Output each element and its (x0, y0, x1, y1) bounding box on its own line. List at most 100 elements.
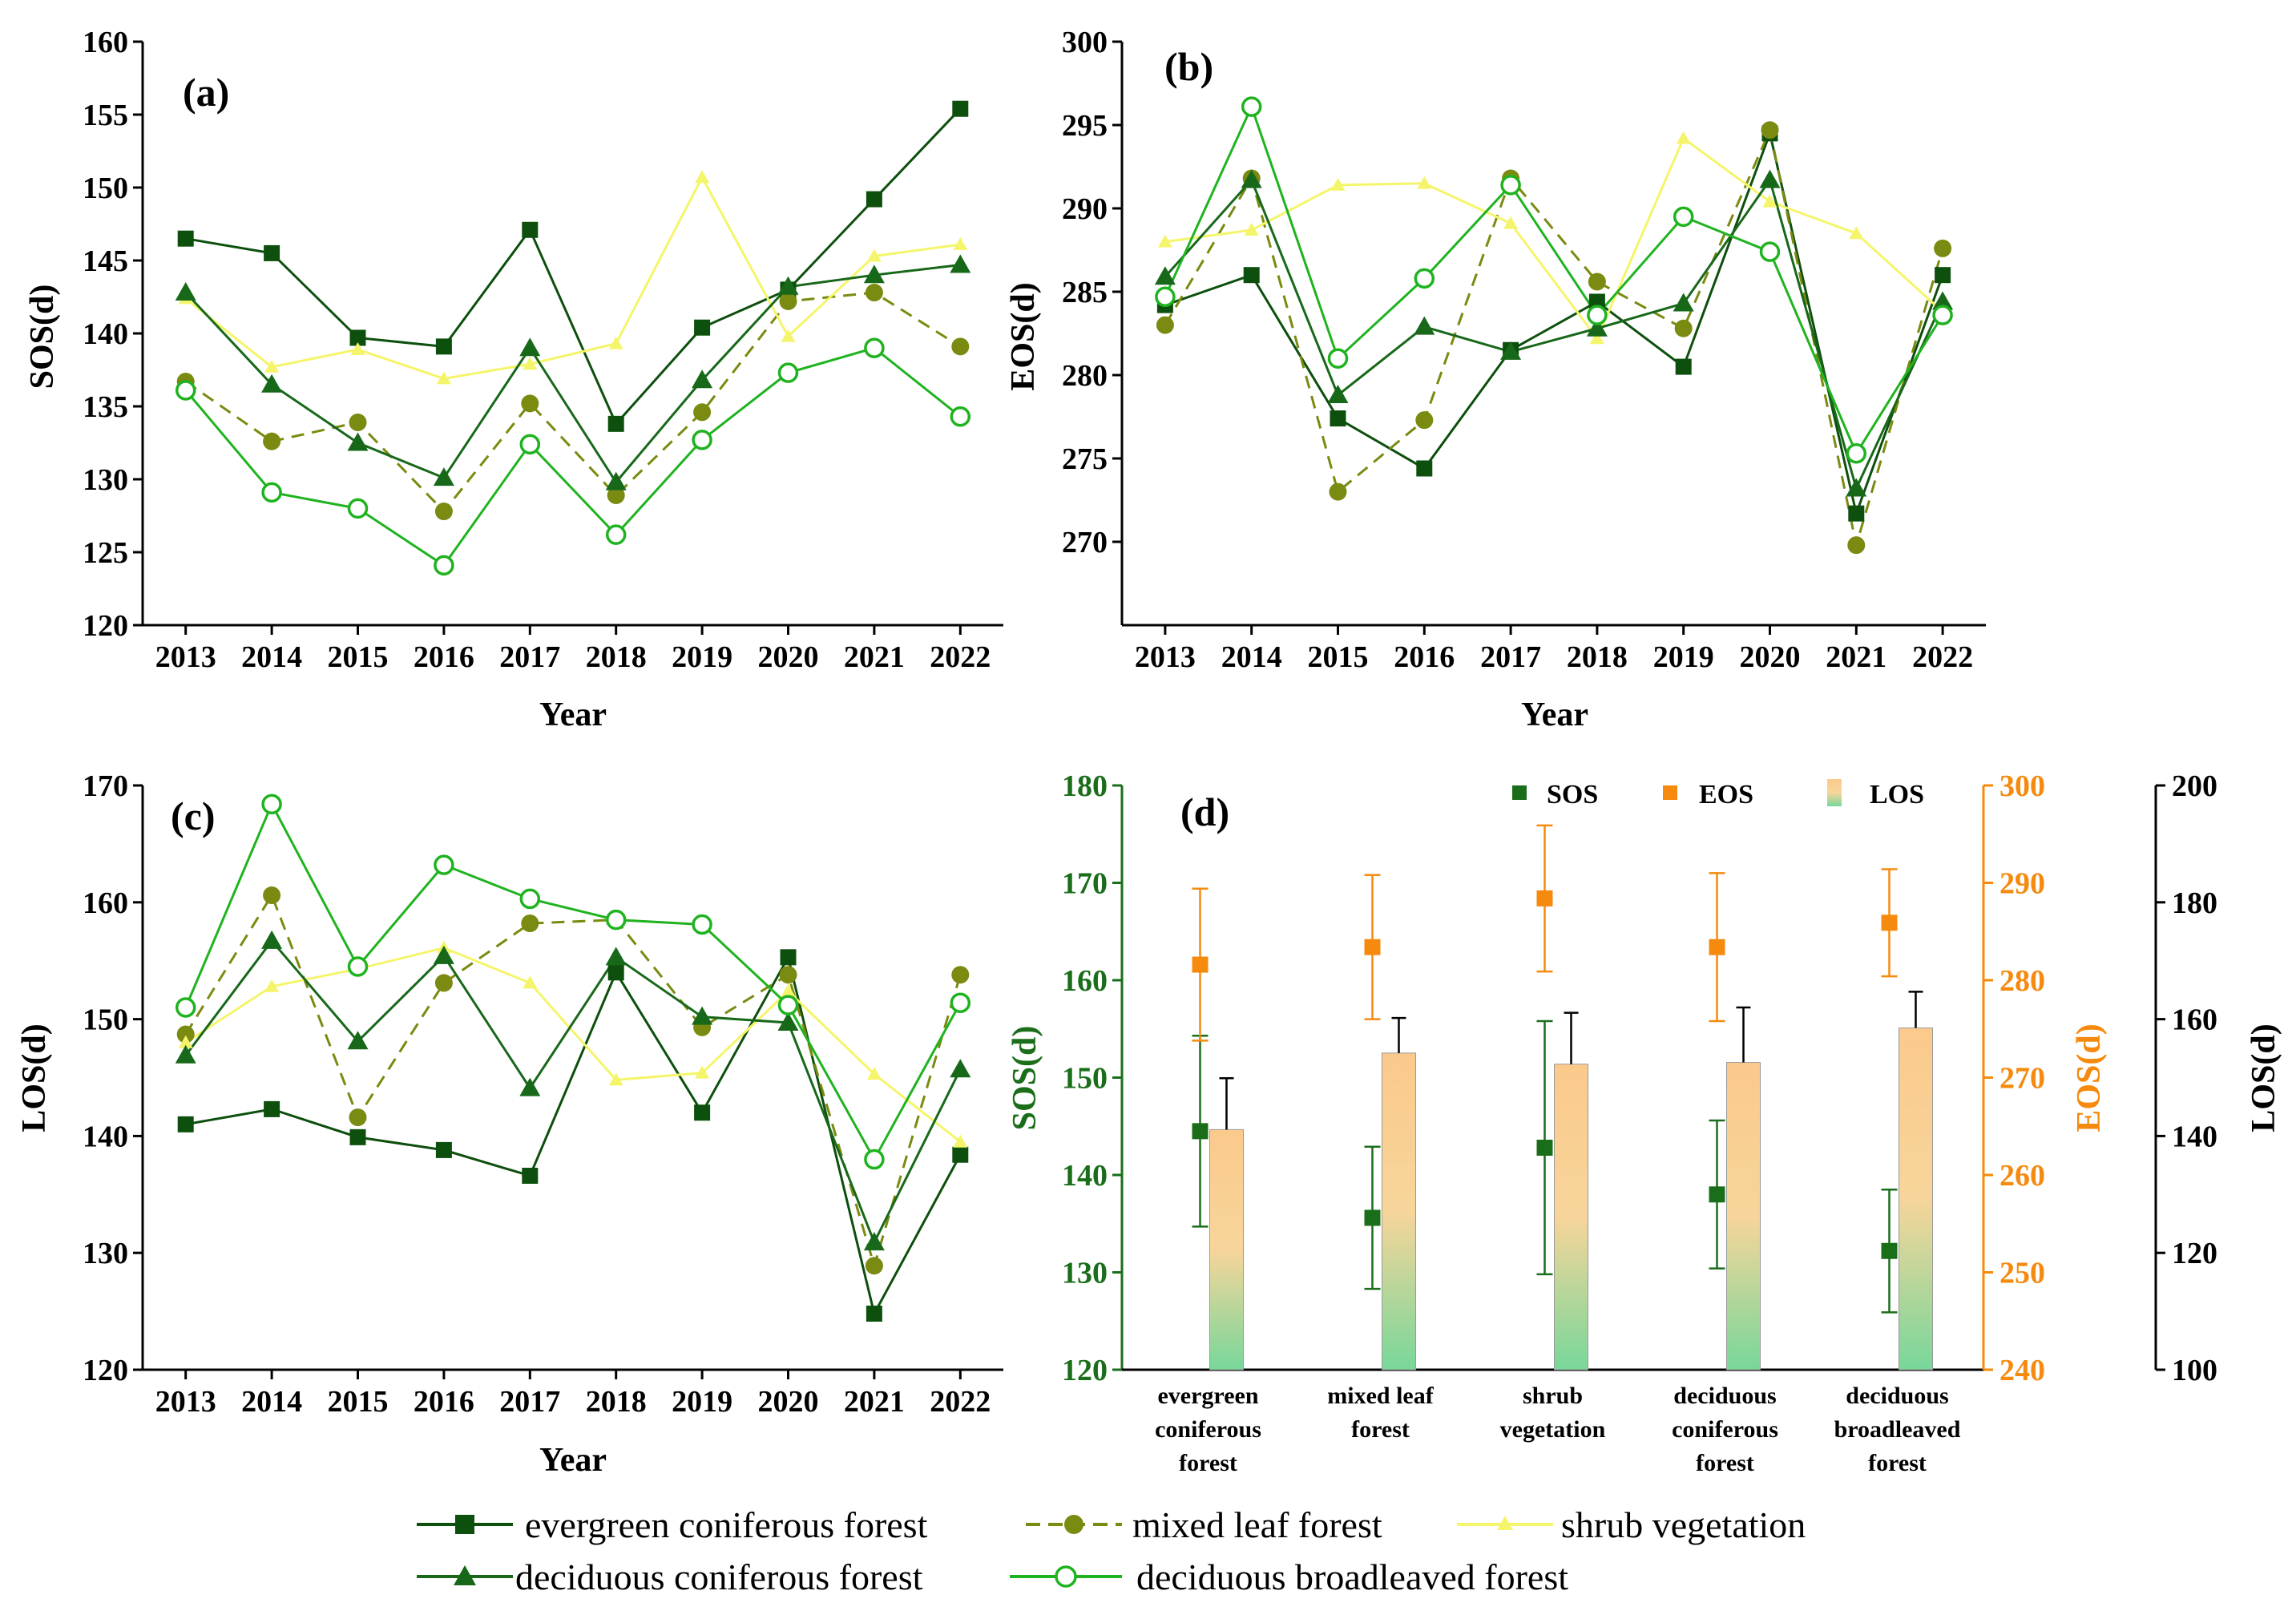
panel-b-label: (b) (1164, 44, 1213, 89)
panel-d-mid-tick-label: 260 (1999, 1159, 2045, 1193)
legend-mixed-label: mixed leaf forest (1132, 1504, 1382, 1545)
panel-d-legend-los: LOS (1870, 780, 1924, 810)
panel-a-ytick-label: 140 (83, 317, 128, 351)
panel-a-series-evergreen-point (177, 230, 194, 247)
panel-d-left-tick-label: 150 (1062, 1062, 1108, 1096)
panel-b-ytick-label: 290 (1062, 192, 1108, 226)
panel-b-series-deciduous-conifer-line (1164, 177, 1944, 492)
panel-a-series-deciduous-conifer-point (519, 337, 541, 357)
panel-a-series-mixed-point (865, 284, 883, 302)
panel-a-series-mixed-point (693, 403, 712, 422)
panel-d-category-label: evergreen (1157, 1383, 1258, 1409)
panel-d-legend-los-marker (1827, 779, 1842, 806)
panel-d-los-bar (1382, 1052, 1416, 1371)
panel-c-ytick-label: 140 (83, 1120, 128, 1153)
panel-c-series-deciduous-broadleaf-line (184, 801, 962, 1162)
panel-c-xtick-label: 2016 (414, 1385, 474, 1419)
legend-deciduous-conifer-label: deciduous coniferous forest (515, 1556, 923, 1597)
panel-a-xtick-label: 2013 (155, 640, 216, 674)
panel-c-series-shrub-point (695, 1065, 710, 1079)
panel-c-series-shrub-line (184, 947, 962, 1143)
panel-c-series-deciduous-conifer-point (261, 930, 283, 949)
panel-c-series-deciduous-broadleaf-point (519, 888, 541, 910)
panel-d-label: (d) (1180, 789, 1229, 834)
panel-b-series-evergreen-point (1243, 267, 1260, 284)
panel-c-series-deciduous-broadleaf-point (175, 997, 196, 1018)
panel-a-label: (a) (183, 70, 229, 115)
panel-d-category-label: coniferous (1155, 1416, 1261, 1443)
panel-d-mid-tick-label: 300 (1999, 769, 2045, 803)
panel-a-series-shrub-point (608, 336, 623, 349)
panel-b-series-deciduous-broadleaf-line (1164, 103, 1944, 456)
panel-d-left-tick-label: 120 (1062, 1354, 1108, 1387)
panel-d-sos-point (1364, 1209, 1381, 1226)
panel-c-series-shrub-point (523, 975, 538, 989)
panel-b-series-mixed-point (1415, 411, 1434, 430)
panel-c-series-shrub-point (178, 1035, 193, 1048)
legend-evergreen-marker (455, 1515, 474, 1534)
panel-b-series-deciduous-broadleaf-point (1414, 268, 1435, 289)
panel-b-series-shrub-point (1330, 177, 1346, 191)
panel-a-series-evergreen-line (185, 107, 962, 426)
panel-a-series-deciduous-broadleaf-point (434, 555, 454, 576)
panel-d-right-tick-label: 160 (2172, 1003, 2217, 1037)
panel-d-mid-tick-label: 280 (1999, 964, 2045, 998)
panel-b-series-deciduous-conifer-point (1759, 169, 1781, 188)
panel-a-ytick-label: 160 (83, 26, 128, 59)
panel-d-category-label: deciduous (1673, 1383, 1776, 1409)
panel-c-xtick-label: 2013 (155, 1385, 216, 1419)
panel-d-sos-point (1536, 1139, 1553, 1156)
panel-c-series-deciduous-conifer-point (433, 945, 454, 964)
panel-c-series-deciduous-conifer-line (184, 939, 962, 1246)
panel-d-left-tick-label: 170 (1062, 867, 1108, 901)
panel-c-xtick-label: 2020 (758, 1385, 819, 1419)
panel-b-series-evergreen-point (1848, 505, 1865, 522)
panel-b-series-shrub-point (1762, 194, 1777, 208)
panel-c-series-shrub-point (608, 1072, 623, 1086)
panel-d-right-ylabel: LOS(d) (2246, 1023, 2282, 1132)
panel-a-series-deciduous-broadleaf-point (261, 482, 282, 503)
panel-b-series-deciduous-conifer-point (1673, 293, 1694, 312)
panel-a-series-deciduous-broadleaf-point (950, 406, 971, 427)
panel-c-series-evergreen-point (264, 1100, 280, 1117)
panel-a-series-deciduous-conifer-point (175, 282, 196, 301)
panel-b-series-evergreen-point (1935, 267, 1951, 284)
panel-d-sos-point (1881, 1242, 1898, 1259)
panel-b-series-shrub-point (1417, 176, 1432, 189)
panel-a: 120 125 130 135 140 145 150 155 160 2013 2014 2015 2… (24, 26, 1003, 733)
panel-d-sos-point (1709, 1186, 1725, 1203)
panel-c-xlabel: Year (539, 1442, 607, 1479)
panel-a-xtick-label: 2017 (499, 640, 560, 674)
legend-evergreen-label: evergreen coniferous forest (525, 1504, 928, 1545)
panel-a-xtick-label: 2016 (414, 640, 474, 674)
panel-c-series-deciduous-broadleaf-point (434, 854, 454, 875)
panel-c-series-deciduous-broadleaf-point (950, 992, 971, 1013)
panel-d-los-bar (1554, 1064, 1588, 1371)
panel-b-series-deciduous-broadleaf-point (1587, 305, 1608, 325)
panel-c-ytick-label: 150 (83, 1003, 128, 1037)
panel-a-xlabel: Year (539, 696, 607, 733)
legend-deciduous-broadleaf-marker (1055, 1565, 1077, 1588)
panel-b-series-mixed-point (1156, 316, 1174, 334)
panel-d-category-label: forest (1696, 1450, 1754, 1476)
panel-a-series-mixed-point (434, 503, 453, 521)
panel-c-xtick-label: 2017 (499, 1385, 560, 1419)
panel-a-series-deciduous-conifer-point (261, 373, 283, 393)
panel-c-series-shrub-point (866, 1067, 882, 1080)
panel-a-ylabel: SOS(d) (24, 285, 61, 390)
legend-item-deciduous-conifer: deciduous coniferous forest (417, 1556, 923, 1597)
panel-d-left-tick-label: 130 (1062, 1257, 1108, 1290)
panel-b-series-deciduous-broadleaf-point (1327, 348, 1349, 369)
panel-d-eos-point (1192, 956, 1209, 973)
panel-c-series-deciduous-broadleaf-point (864, 1149, 885, 1170)
panel-a-series-deciduous-broadleaf-point (175, 380, 196, 401)
panel-a-series-shrub-point (264, 359, 280, 373)
panel-d-right-tick-label: 180 (2172, 886, 2217, 920)
panel-a-series-mixed-point (779, 292, 797, 310)
panel-a-ytick-label: 135 (83, 390, 128, 424)
panel-d-category-label: coniferous (1672, 1416, 1778, 1443)
panel-c-ytick-label: 120 (83, 1354, 128, 1387)
panel-a-series-deciduous-conifer-point (347, 432, 369, 451)
panel-d-category-label: forest (1179, 1450, 1237, 1476)
panel-c-series-mixed-point (349, 1108, 367, 1127)
